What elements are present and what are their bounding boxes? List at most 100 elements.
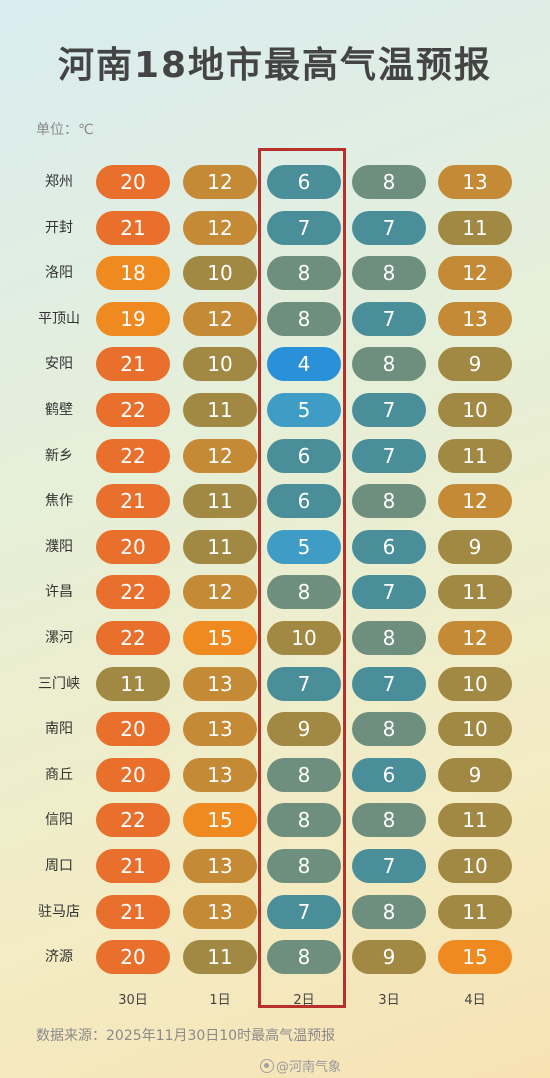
unit-label: 单位：℃: [36, 122, 94, 138]
temperature-cell: 13: [183, 849, 257, 883]
temperature-cell: 18: [96, 256, 170, 290]
temperature-cell: 11: [183, 484, 257, 518]
temperature-cell: 20: [96, 712, 170, 746]
temperature-cell: 8: [267, 302, 341, 336]
city-label: 济源: [45, 949, 73, 965]
temperature-cell: 20: [96, 940, 170, 974]
temperature-cell: 7: [352, 211, 426, 245]
temperature-cell: 10: [183, 347, 257, 381]
temperature-cell: 8: [352, 621, 426, 655]
temperature-cell: 22: [96, 621, 170, 655]
temperature-cell: 8: [267, 575, 341, 609]
temperature-cell: 13: [183, 758, 257, 792]
temperature-cell: 7: [267, 895, 341, 929]
temperature-cell: 10: [438, 712, 512, 746]
temperature-cell: 11: [438, 895, 512, 929]
temperature-cell: 8: [352, 347, 426, 381]
temperature-cell: 22: [96, 439, 170, 473]
temperature-cell: 13: [183, 667, 257, 701]
day-column-label: 3日: [378, 993, 400, 1008]
temperature-cell: 7: [352, 302, 426, 336]
temperature-cell: 7: [352, 575, 426, 609]
page-title: 河南18地市最高气温预报: [57, 45, 493, 86]
temperature-cell: 8: [352, 165, 426, 199]
temperature-cell: 13: [183, 895, 257, 929]
city-label: 驻马店: [38, 904, 80, 920]
temperature-cell: 6: [352, 758, 426, 792]
city-label: 安阳: [45, 356, 73, 372]
temperature-cell: 12: [183, 439, 257, 473]
temperature-cell: 8: [352, 895, 426, 929]
temperature-cell: 22: [96, 393, 170, 427]
temperature-cell: 12: [438, 484, 512, 518]
temperature-cell: 8: [267, 940, 341, 974]
temperature-cell: 11: [183, 393, 257, 427]
city-label: 洛阳: [45, 265, 73, 281]
temperature-cell: 21: [96, 211, 170, 245]
temperature-cell: 8: [352, 484, 426, 518]
city-label: 许昌: [45, 584, 73, 600]
temperature-cell: 9: [352, 940, 426, 974]
city-label: 鹤壁: [45, 402, 73, 418]
city-label: 新乡: [45, 448, 73, 464]
city-label: 开封: [45, 220, 73, 236]
day-column-label: 1日: [209, 993, 231, 1008]
temperature-cell: 12: [438, 621, 512, 655]
temperature-cell: 6: [352, 530, 426, 564]
temperature-cell: 11: [96, 667, 170, 701]
temperature-cell: 9: [438, 347, 512, 381]
day-column-label: 4日: [464, 993, 486, 1008]
temperature-cell: 15: [438, 940, 512, 974]
temperature-cell: 10: [438, 393, 512, 427]
temperature-cell: 6: [267, 439, 341, 473]
temperature-cell: 8: [352, 256, 426, 290]
temperature-cell: 8: [267, 849, 341, 883]
city-label: 平顶山: [38, 311, 80, 327]
temperature-cell: 13: [438, 302, 512, 336]
watermark: @河南气象: [260, 1056, 341, 1075]
temperature-cell: 15: [183, 803, 257, 837]
temperature-cell: 8: [267, 256, 341, 290]
temperature-cell: 5: [267, 393, 341, 427]
temperature-cell: 10: [438, 849, 512, 883]
temperature-cell: 11: [183, 940, 257, 974]
temperature-cell: 12: [183, 302, 257, 336]
temperature-cell: 13: [183, 712, 257, 746]
temperature-cell: 9: [438, 758, 512, 792]
temperature-cell: 7: [352, 667, 426, 701]
temperature-cell: 21: [96, 849, 170, 883]
day-column-label: 2日: [293, 993, 315, 1008]
temperature-cell: 7: [352, 439, 426, 473]
temperature-cell: 7: [267, 211, 341, 245]
temperature-cell: 20: [96, 758, 170, 792]
temperature-cell: 12: [183, 575, 257, 609]
temperature-cell: 15: [183, 621, 257, 655]
temperature-cell: 9: [438, 530, 512, 564]
temperature-cell: 11: [438, 211, 512, 245]
temperature-cell: 13: [438, 165, 512, 199]
temperature-cell: 21: [96, 895, 170, 929]
temperature-cell: 6: [267, 165, 341, 199]
temperature-cell: 7: [352, 393, 426, 427]
temperature-cell: 11: [438, 803, 512, 837]
city-label: 南阳: [45, 721, 73, 737]
day-column-label: 30日: [118, 993, 148, 1008]
temperature-cell: 7: [352, 849, 426, 883]
city-label: 商丘: [45, 767, 73, 783]
temperature-cell: 6: [267, 484, 341, 518]
temperature-cell: 19: [96, 302, 170, 336]
temperature-cell: 11: [438, 575, 512, 609]
temperature-cell: 21: [96, 484, 170, 518]
temperature-cell: 20: [96, 530, 170, 564]
city-label: 信阳: [45, 812, 73, 828]
temperature-cell: 8: [352, 803, 426, 837]
city-label: 郑州: [45, 174, 73, 190]
temperature-cell: 20: [96, 165, 170, 199]
watermark-text: @河南气象: [276, 1060, 342, 1075]
temperature-cell: 8: [267, 803, 341, 837]
temperature-cell: 11: [183, 530, 257, 564]
city-label: 周口: [45, 858, 73, 874]
temperature-cell: 8: [352, 712, 426, 746]
temperature-cell: 4: [267, 347, 341, 381]
city-label: 濮阳: [45, 539, 73, 555]
